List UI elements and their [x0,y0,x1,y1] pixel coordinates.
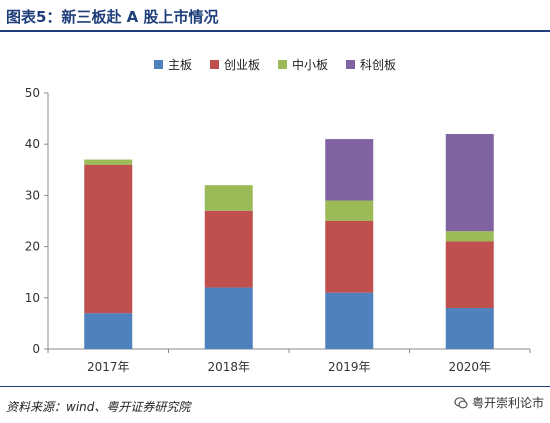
bar-1-0 [84,164,133,314]
legend-item-3: 科创板 [346,56,396,73]
stacked-bar-chart: 0 10 20 30 40 50 2017年 2018年 2019年 2020年 [25,86,531,374]
x-tick-label-0: 2017年 [87,360,130,374]
x-tick-label-2: 2019年 [328,360,371,374]
watermark-label: 粤开崇利论市 [471,396,544,410]
title-divider [0,30,550,32]
chart-title: 图表5：新三板赴 A 股上市情况 [6,8,219,26]
bar-2-2 [325,200,374,221]
source-note: 资料来源：wind、粤开证券研究院 [6,400,191,414]
y-tick-label-3: 30 [25,188,40,202]
legend-label-3: 科创板 [360,58,397,72]
y-tick-label-5: 50 [25,86,40,100]
legend-label-2: 中小板 [292,58,329,72]
bar-2-3 [445,231,494,242]
bar-1-2 [325,221,374,293]
bar-2-1 [204,185,253,211]
y-tick-label-2: 20 [25,240,40,254]
y-tick-label-0: 0 [32,342,40,356]
legend-swatch-3 [346,60,356,69]
bar-0-3 [445,308,494,349]
legend: 主板 创业板 中小板 科创板 [0,56,550,73]
y-tick-label-4: 40 [25,137,40,151]
x-tick-label-1: 2018年 [207,360,250,374]
wechat-icon [454,396,468,408]
legend-label-1: 创业板 [223,58,260,72]
bar-0-2 [325,292,374,349]
legend-item-2: 中小板 [278,56,328,73]
watermark: 粤开崇利论市 [454,394,544,411]
x-tick-label-3: 2020年 [448,360,491,374]
legend-swatch-0 [153,60,163,69]
bar-0-0 [84,313,133,349]
bar-3-2 [325,139,374,201]
footer-divider [0,386,550,387]
bar-1-1 [204,210,253,288]
y-tick-label-1: 10 [25,291,40,305]
bar-2-0 [84,159,133,165]
bar-0-1 [204,287,253,349]
legend-label-0: 主板 [167,58,192,72]
legend-swatch-2 [278,60,287,69]
bar-3-3 [445,133,494,232]
legend-swatch-1 [209,60,219,69]
bar-1-3 [445,241,494,309]
legend-item-1: 创业板 [209,56,260,73]
legend-item-0: 主板 [153,56,192,73]
